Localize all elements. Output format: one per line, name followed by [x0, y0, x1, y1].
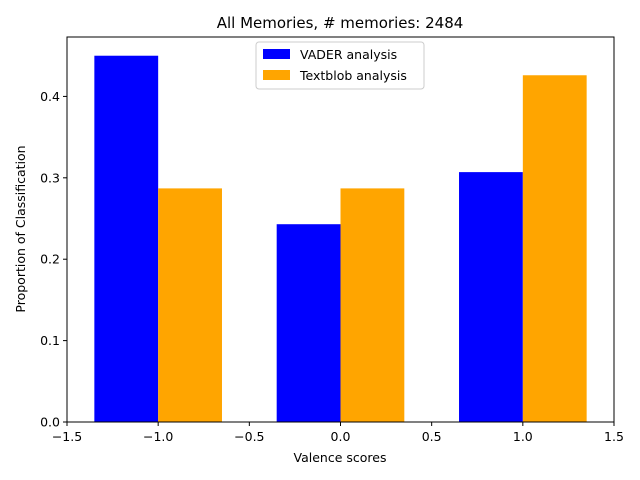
x-axis-title: Valence scores	[294, 450, 387, 465]
y-axis-ticks: 0.0 0.1 0.2 0.3 0.4	[40, 89, 67, 430]
bar-vader-2	[459, 172, 523, 422]
legend-label-vader: VADER analysis	[300, 47, 397, 62]
y-tick-label: 0.4	[40, 89, 60, 104]
y-tick-label: 0.0	[40, 415, 60, 430]
bar-vader-0	[94, 55, 159, 422]
x-tick-label: −1.5	[52, 429, 82, 444]
y-tick-label: 0.2	[40, 252, 60, 267]
bar-textblob-0	[158, 188, 222, 422]
legend: VADER analysis Textblob analysis	[255, 41, 425, 90]
legend-swatch-textblob	[263, 70, 290, 80]
bar-textblob-2	[522, 75, 587, 423]
chart-title: All Memories, # memories: 2484	[217, 14, 464, 32]
legend-box	[255, 41, 425, 90]
x-tick-label: −1.0	[143, 429, 173, 444]
bars	[94, 55, 587, 423]
y-tick-label: 0.1	[40, 333, 60, 348]
x-tick-label: 1.0	[513, 429, 533, 444]
y-tick-label: 0.3	[40, 170, 60, 185]
legend-label-textblob: Textblob analysis	[299, 68, 407, 83]
x-tick-label: 0.5	[422, 429, 442, 444]
x-axis-ticks: −1.5 −1.0 −0.5 0.0 0.5 1.0 1.5	[52, 422, 624, 444]
x-tick-label: 0.0	[331, 429, 351, 444]
y-axis-title: Proportion of Classification	[13, 145, 28, 312]
x-tick-label: −0.5	[234, 429, 264, 444]
bar-textblob-1	[340, 188, 405, 422]
legend-swatch-vader	[263, 49, 290, 59]
x-tick-label: 1.5	[604, 429, 624, 444]
bar-vader-1	[276, 224, 341, 422]
